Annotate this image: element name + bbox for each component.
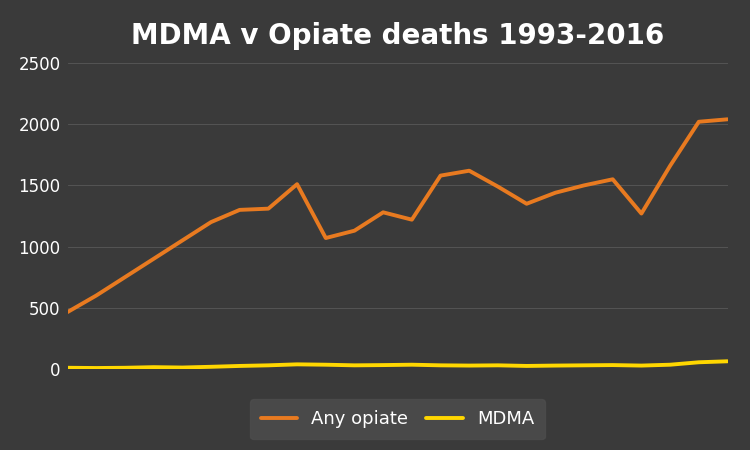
Any opiate: [206, 220, 215, 225]
Any opiate: [379, 210, 388, 215]
MDMA: [350, 363, 359, 368]
Any opiate: [92, 293, 100, 298]
MDMA: [92, 365, 100, 371]
MDMA: [694, 360, 703, 365]
Any opiate: [465, 168, 474, 173]
MDMA: [550, 363, 560, 368]
MDMA: [178, 365, 187, 370]
MDMA: [723, 359, 732, 364]
Legend: Any opiate, MDMA: Any opiate, MDMA: [250, 400, 545, 439]
Any opiate: [292, 181, 302, 187]
MDMA: [206, 364, 215, 369]
MDMA: [494, 363, 502, 368]
MDMA: [379, 362, 388, 368]
Any opiate: [407, 217, 416, 222]
MDMA: [321, 362, 330, 367]
MDMA: [580, 363, 589, 368]
Any opiate: [665, 163, 674, 168]
Any opiate: [321, 235, 330, 241]
Any opiate: [694, 119, 703, 125]
Line: MDMA: MDMA: [68, 361, 728, 368]
MDMA: [637, 363, 646, 368]
MDMA: [665, 362, 674, 367]
MDMA: [149, 364, 158, 370]
MDMA: [522, 363, 531, 369]
Any opiate: [121, 274, 130, 280]
Any opiate: [494, 184, 502, 189]
MDMA: [608, 362, 617, 368]
MDMA: [63, 365, 72, 370]
Any opiate: [63, 310, 72, 315]
Any opiate: [178, 238, 187, 243]
MDMA: [292, 362, 302, 367]
MDMA: [264, 363, 273, 368]
MDMA: [465, 363, 474, 368]
Any opiate: [149, 256, 158, 261]
Any opiate: [723, 117, 732, 122]
Title: MDMA v Opiate deaths 1993-2016: MDMA v Opiate deaths 1993-2016: [130, 22, 664, 50]
Line: Any opiate: Any opiate: [68, 119, 728, 312]
Any opiate: [522, 201, 531, 207]
Any opiate: [436, 173, 445, 178]
MDMA: [407, 362, 416, 367]
Any opiate: [350, 228, 359, 234]
Any opiate: [264, 206, 273, 211]
Any opiate: [637, 211, 646, 216]
Any opiate: [608, 176, 617, 182]
MDMA: [121, 365, 130, 370]
Any opiate: [580, 183, 589, 188]
MDMA: [236, 363, 244, 369]
Any opiate: [550, 190, 560, 195]
MDMA: [436, 363, 445, 368]
Any opiate: [236, 207, 244, 212]
